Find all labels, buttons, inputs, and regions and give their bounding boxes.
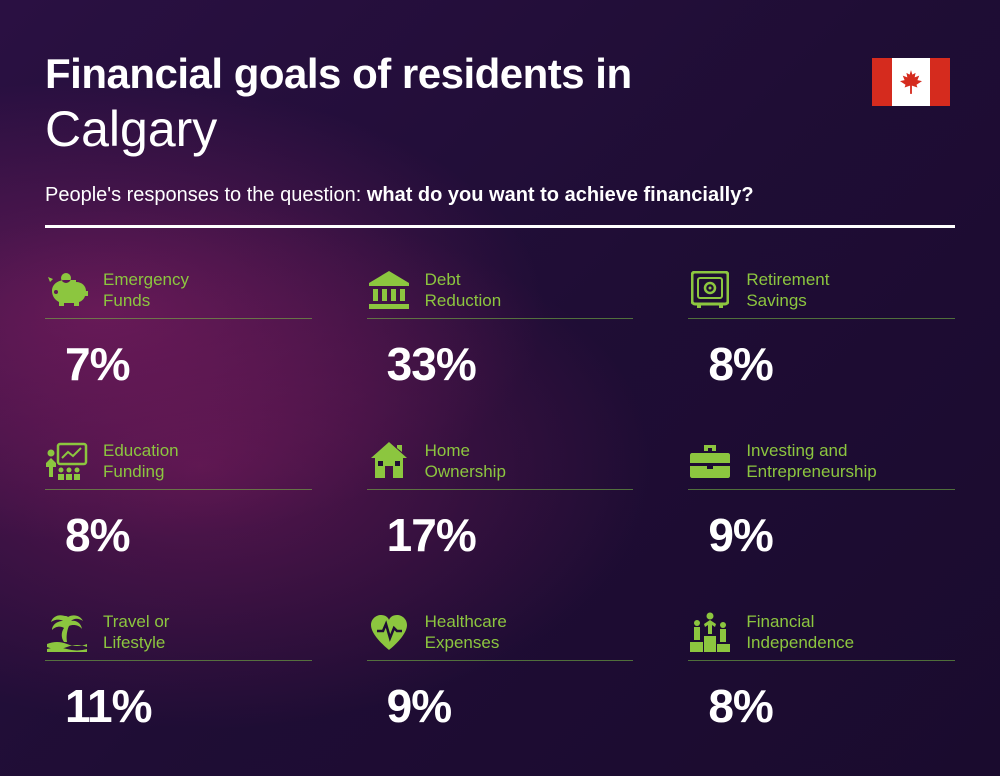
heart-pulse-icon [367,610,411,654]
stat-label: Retirement Savings [746,269,829,312]
flag-stripe-right [930,58,950,106]
stat-retirement-savings: Retirement Savings 8% [688,268,955,391]
stat-value: 17% [387,508,634,562]
divider [45,225,955,228]
stat-emergency-funds: Emergency Funds 7% [45,268,312,391]
subtitle-bold: what do you want to achieve financially? [367,184,754,206]
stat-head: Retirement Savings [688,268,955,319]
piggy-bank-icon [45,268,89,312]
stat-investing-entrepreneurship: Investing and Entrepreneurship 9% [688,439,955,562]
stat-travel-lifestyle: Travel or Lifestyle 11% [45,610,312,733]
stat-label: Debt Reduction [425,269,502,312]
title-line1: Financial goals of residents in [45,50,955,98]
stat-home-ownership: Home Ownership 17% [367,439,634,562]
stat-value: 8% [708,337,955,391]
stat-value: 8% [708,679,955,733]
stat-value: 33% [387,337,634,391]
safe-icon [688,268,732,312]
stat-head: Debt Reduction [367,268,634,319]
stat-head: Financial Independence [688,610,955,661]
stat-education-funding: Education Funding 8% [45,439,312,562]
stat-head: Investing and Entrepreneurship [688,439,955,490]
subtitle-prefix: People's responses to the question: [45,184,367,206]
stat-value: 9% [387,679,634,733]
stat-financial-independence: Financial Independence 8% [688,610,955,733]
stat-label: Travel or Lifestyle [103,611,169,654]
stat-value: 9% [708,508,955,562]
podium-icon [688,610,732,654]
stat-debt-reduction: Debt Reduction 33% [367,268,634,391]
briefcase-icon [688,439,732,483]
canada-flag [872,58,950,106]
stat-head: Travel or Lifestyle [45,610,312,661]
stat-head: Emergency Funds [45,268,312,319]
house-icon [367,439,411,483]
stats-grid: Emergency Funds 7% Debt Reduction 33% Re… [45,268,955,733]
flag-stripe-left [872,58,892,106]
stat-label: Healthcare Expenses [425,611,507,654]
stat-label: Education Funding [103,440,179,483]
stat-label: Investing and Entrepreneurship [746,440,876,483]
maple-leaf-icon [900,70,922,94]
stat-head: Home Ownership [367,439,634,490]
stat-value: 7% [65,337,312,391]
stat-label: Emergency Funds [103,269,189,312]
stat-label: Financial Independence [746,611,854,654]
stat-healthcare-expenses: Healthcare Expenses 9% [367,610,634,733]
stat-head: Education Funding [45,439,312,490]
title-line2: Calgary [45,100,955,158]
bank-icon [367,268,411,312]
flag-center [892,58,930,106]
presentation-icon [45,439,89,483]
stat-value: 11% [65,679,312,733]
palm-tree-icon [45,610,89,654]
subtitle: People's responses to the question: what… [45,184,955,207]
stat-value: 8% [65,508,312,562]
stat-label: Home Ownership [425,440,506,483]
stat-head: Healthcare Expenses [367,610,634,661]
